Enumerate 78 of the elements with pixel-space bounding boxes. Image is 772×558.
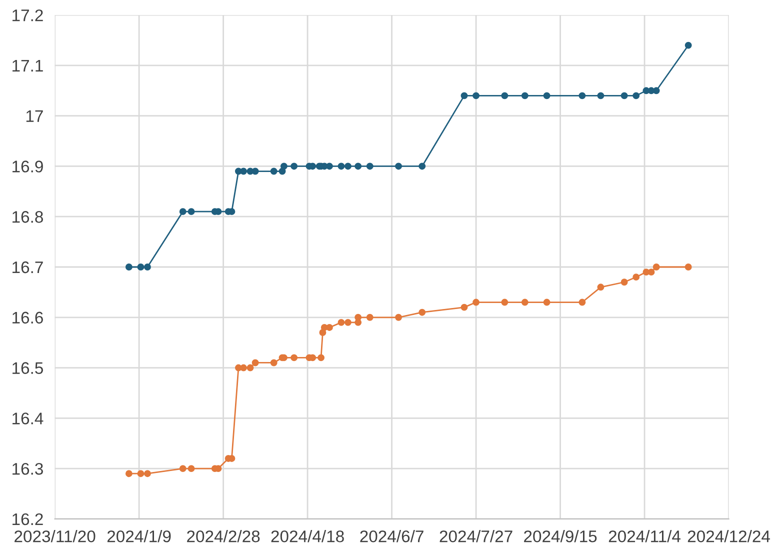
point (366, 314, 374, 321)
point (252, 168, 259, 175)
x-tick-label: 2024/4/18 (271, 530, 344, 542)
point (652, 87, 660, 94)
y-tick-label: 16.7 (12, 261, 43, 274)
point (318, 354, 324, 362)
point (597, 92, 604, 100)
point (418, 162, 426, 170)
point (240, 168, 247, 175)
point (326, 162, 333, 170)
point (632, 274, 640, 281)
point (144, 264, 151, 270)
point (460, 92, 468, 100)
point (252, 359, 259, 366)
point (137, 470, 144, 478)
point (578, 92, 586, 100)
y-tick-label: 16.3 (12, 462, 43, 475)
point (472, 92, 480, 100)
y-tick-label: 16.6 (12, 312, 43, 324)
point (648, 268, 655, 276)
point (597, 284, 604, 291)
x-tick-label: 2023/11/20 (14, 530, 96, 542)
x-tick-label: 2024/9/15 (524, 530, 597, 542)
point (578, 298, 586, 306)
point (543, 298, 550, 306)
point (326, 324, 333, 331)
point (338, 162, 345, 170)
y-tick-label: 16.4 (12, 412, 44, 424)
point (270, 168, 278, 175)
y-tick-label: 16.5 (12, 362, 44, 374)
point (501, 298, 508, 306)
point (125, 264, 132, 270)
point (684, 264, 692, 270)
y-tick-label: 17 (26, 110, 43, 122)
point (543, 92, 550, 100)
point (460, 304, 468, 311)
point (280, 162, 288, 170)
point (125, 470, 132, 478)
point (338, 318, 345, 326)
point (290, 162, 298, 170)
point (344, 318, 352, 326)
x-tick-label: 2024/1/9 (107, 530, 171, 542)
point (270, 359, 278, 366)
y-tick-label: 17.2 (12, 9, 43, 22)
y-tick-label: 16.8 (12, 211, 43, 223)
point (354, 162, 362, 170)
point (344, 162, 352, 170)
point (472, 298, 480, 306)
point (188, 465, 195, 472)
point (137, 264, 144, 270)
point (501, 92, 508, 100)
y-tick-label: 17.1 (12, 60, 43, 72)
x-tick-label: 2024/2/28 (187, 530, 260, 542)
point (179, 465, 186, 472)
point (395, 314, 402, 321)
point (418, 308, 426, 316)
point (652, 264, 660, 270)
x-tick-label: 2024/6/7 (360, 530, 424, 542)
point (144, 470, 151, 478)
point (188, 208, 195, 216)
point (620, 92, 628, 100)
point (246, 364, 254, 372)
point (521, 92, 528, 100)
point (366, 162, 374, 170)
point (395, 162, 402, 170)
point (684, 42, 692, 49)
point (179, 208, 186, 216)
point (240, 364, 247, 372)
point (632, 92, 640, 100)
x-tick-label: 2024/11/4 (608, 530, 680, 542)
point (521, 298, 528, 306)
y-tick-label: 16.9 (12, 160, 43, 172)
x-tick-label: 2024/7/27 (440, 530, 512, 542)
point (354, 314, 362, 321)
point (620, 278, 628, 286)
x-tick-label: 2024/12/24 (688, 530, 770, 542)
point (290, 354, 298, 362)
y-tick-label: 16.2 (12, 513, 43, 526)
